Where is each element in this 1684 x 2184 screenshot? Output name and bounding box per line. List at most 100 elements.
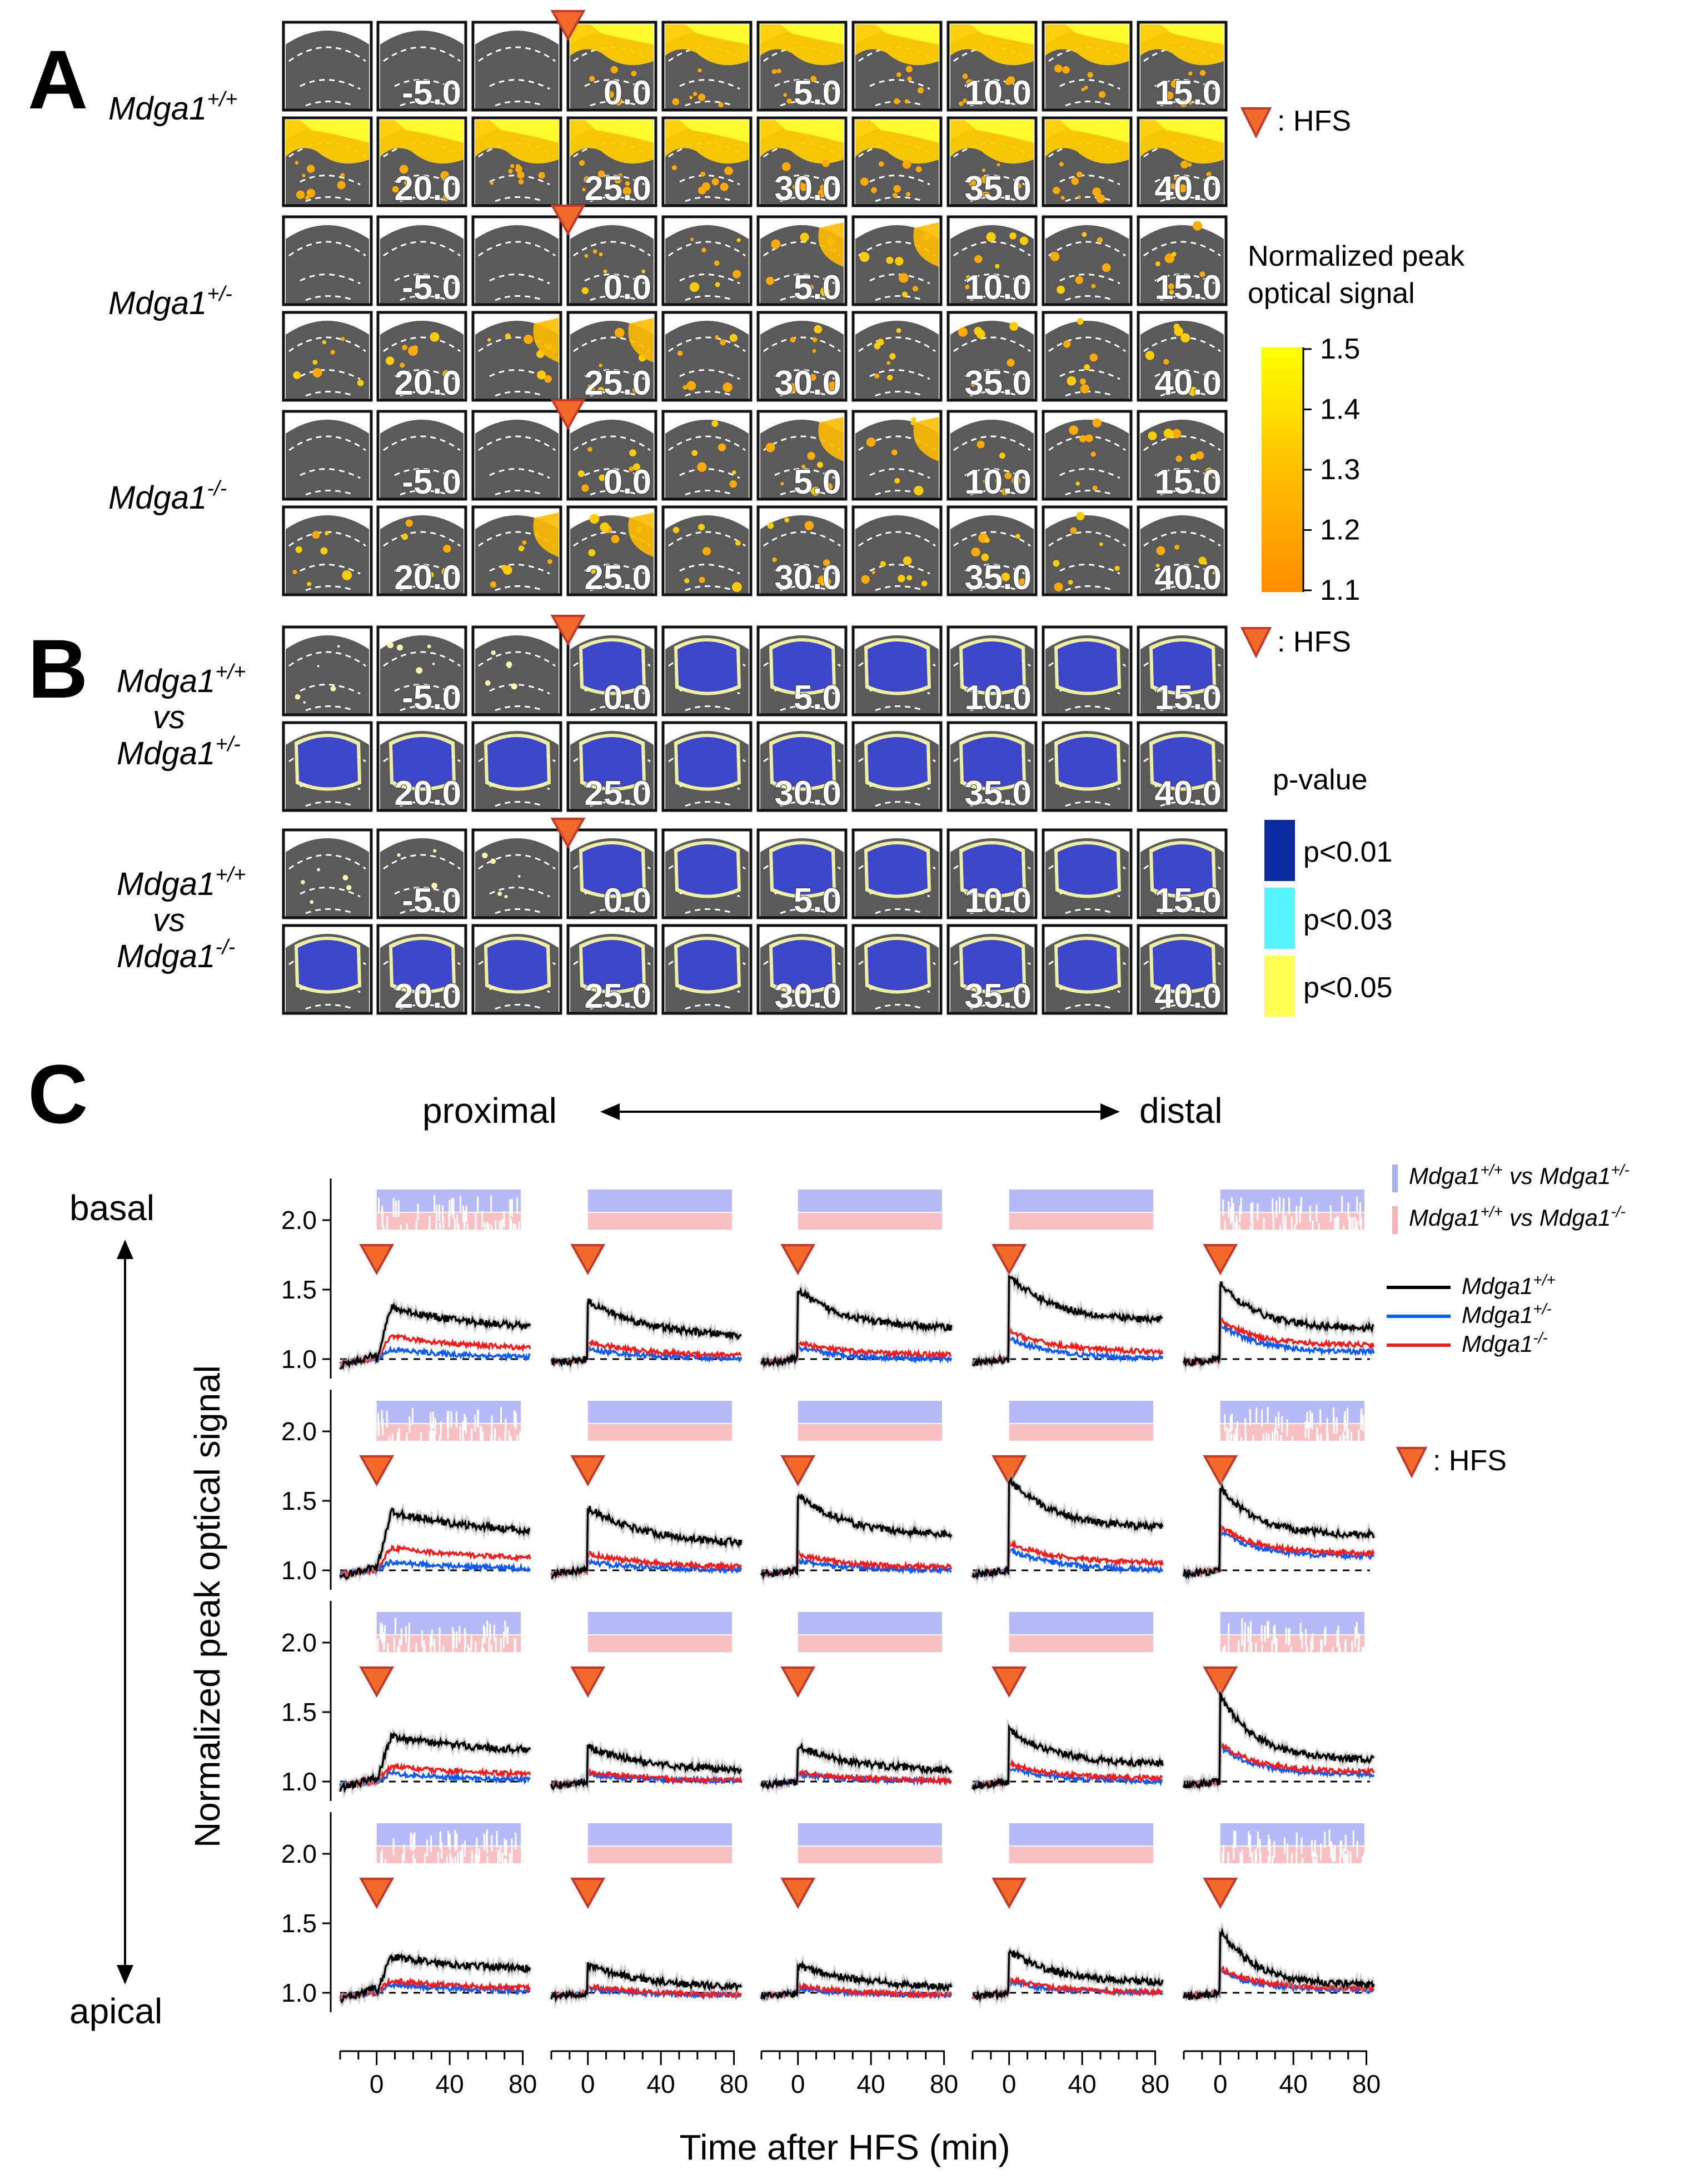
line-plot-panel: [970, 1612, 1165, 1795]
x-tick-label: 80: [1141, 2069, 1169, 2098]
hfs-marker-icon: [780, 1666, 816, 1698]
line-legend: Mdga1+/+Mdga1+/-Mdga1-/-: [1387, 1271, 1556, 1357]
y-tick-label: 1.0: [281, 1345, 317, 1374]
map-tile: 35.0: [946, 924, 1038, 1016]
map-tile: 0.0: [566, 828, 657, 921]
hfs-marker-icon: [780, 1878, 816, 1909]
map-tile: 15.0: [1137, 21, 1228, 113]
map-tile: 15.0: [1137, 215, 1228, 307]
map-tile: [851, 505, 943, 596]
map-tile: [851, 21, 943, 112]
map-tile: [851, 215, 943, 306]
sig-bar-blue: [587, 1612, 732, 1634]
arrow-up-icon: [117, 1240, 133, 1259]
sig-bar-blue: [1220, 1823, 1364, 1845]
sig-bar-blue: [1009, 1190, 1153, 1212]
map-tile: [1042, 505, 1133, 596]
line-plot-panel: [337, 1401, 532, 1583]
colorbar-ticks: 1.5 1.4 1.3 1.2 1.1: [1303, 333, 1360, 606]
series-line-Mdga1+/+: [760, 1286, 953, 1368]
tile-time-label: 10.0: [964, 268, 1032, 307]
panel-a-colorbar: Normalized peak optical signal 1.5 1.4 1.3…: [1248, 240, 1465, 606]
line-plot-panel: [1181, 1823, 1377, 2004]
hfs-marker-icon: [1203, 1244, 1238, 1276]
map-tile: 5.0: [756, 625, 848, 718]
hfs-marker-icon: [1203, 1455, 1238, 1487]
map-tile: 40.0: [1137, 924, 1228, 1016]
map-tile: 30.0: [756, 721, 848, 813]
hfs-marker-icon: [1203, 1878, 1238, 1909]
comparison-line1: Mdga1+/+: [117, 863, 246, 902]
sig-bar-blue: [798, 1190, 942, 1212]
line-plot-panel: [971, 1823, 1165, 2009]
sig-bar-blue: [1009, 1823, 1153, 1845]
map-tile: 5.0: [756, 21, 848, 113]
tile-time-label: 25.0: [584, 364, 651, 402]
sig-legend-label: Mdga1+/+ vs Mdga1-/-: [1409, 1203, 1626, 1231]
map-tile: [282, 215, 373, 306]
sig-legend-swatch: [1392, 1206, 1398, 1234]
tile-time-label: 35.0: [964, 977, 1032, 1016]
map-tile: 30.0: [756, 924, 848, 1016]
panel-a-hfs-legend: : HFS: [1240, 105, 1351, 139]
tile-time-label: 40.0: [1154, 364, 1222, 402]
map-tile: 20.0: [376, 924, 467, 1016]
sig-bar-blue: [798, 1401, 942, 1423]
map-tile: [851, 828, 943, 919]
tile-time-label: 25.0: [584, 977, 651, 1016]
arrow-down-icon: [117, 1965, 133, 1984]
map-tile: 15.0: [1137, 828, 1228, 921]
series-line-Mdga1+/+: [550, 1962, 743, 2003]
pvalue-swatch: [1264, 888, 1295, 949]
map-tile: [471, 721, 562, 812]
tile-time-label: 0.0: [604, 463, 651, 501]
panel-a-letter: A: [28, 33, 88, 126]
hfs-marker-icon: [550, 615, 586, 646]
tile-time-label: 15.0: [1154, 463, 1222, 501]
map-tile: [282, 505, 373, 596]
tile-time-label: -5.0: [402, 463, 461, 501]
map-tile: [661, 924, 753, 1015]
colorbar-title-line1: Normalized peak: [1248, 240, 1465, 272]
map-tile: [471, 116, 562, 207]
series-line-Mdga1+/+: [1183, 1482, 1375, 1580]
map-tile: 40.0: [1137, 721, 1228, 813]
tile-time-label: 15.0: [1154, 268, 1222, 307]
tile-time-label: 25.0: [584, 170, 651, 208]
x-tick-label: 80: [720, 2069, 748, 2098]
significance-legend: Mdga1+/+ vs Mdga1+/- Mdga1+/+ vs Mdga1-/-: [1392, 1161, 1630, 1234]
series-line-Mdga1+/+: [1183, 1281, 1374, 1368]
map-tile: 5.0: [756, 410, 848, 502]
x-tick-label: 0: [791, 2069, 805, 2098]
pvalue-label: p<0.01: [1303, 836, 1393, 868]
map-tile: 0.0: [566, 21, 657, 113]
map-tile: [471, 828, 562, 919]
sig-bar-blue: [798, 1823, 942, 1845]
basal-label: basal: [69, 1188, 155, 1228]
hfs-marker-icon: [359, 1455, 395, 1487]
basal-apical-axis: basal apical: [69, 1188, 162, 2031]
tile-time-label: 20.0: [394, 774, 461, 813]
colorbar-tick-label: 1.1: [1320, 574, 1360, 606]
hfs-marker-icon: [780, 1244, 816, 1276]
line-plot-panel: [549, 1190, 743, 1374]
tile-time-label: 5.0: [794, 268, 841, 307]
map-tile: [471, 505, 562, 596]
map-tile: [282, 625, 373, 717]
sig-bar-red: [587, 1213, 732, 1230]
sig-bar-blue: [1009, 1612, 1153, 1634]
series-line-Mdga1+/+: [339, 1731, 531, 1794]
tile-time-label: 5.0: [794, 882, 841, 920]
map-tile: 10.0: [946, 215, 1038, 307]
map-tile: 10.0: [946, 828, 1038, 921]
tile-time-label: 30.0: [774, 977, 841, 1016]
x-tick-label: 80: [930, 2069, 958, 2098]
tile-time-label: 35.0: [964, 774, 1032, 813]
pvalue-items: p<0.01 p<0.03 p<0.05: [1264, 820, 1393, 1017]
proximal-label: proximal: [422, 1091, 557, 1131]
tile-time-label: 40.0: [1154, 977, 1222, 1016]
map-tile: [282, 410, 373, 501]
line-plot-panel: [1181, 1190, 1376, 1374]
map-tile: [471, 311, 562, 402]
map-tile: [471, 215, 562, 306]
